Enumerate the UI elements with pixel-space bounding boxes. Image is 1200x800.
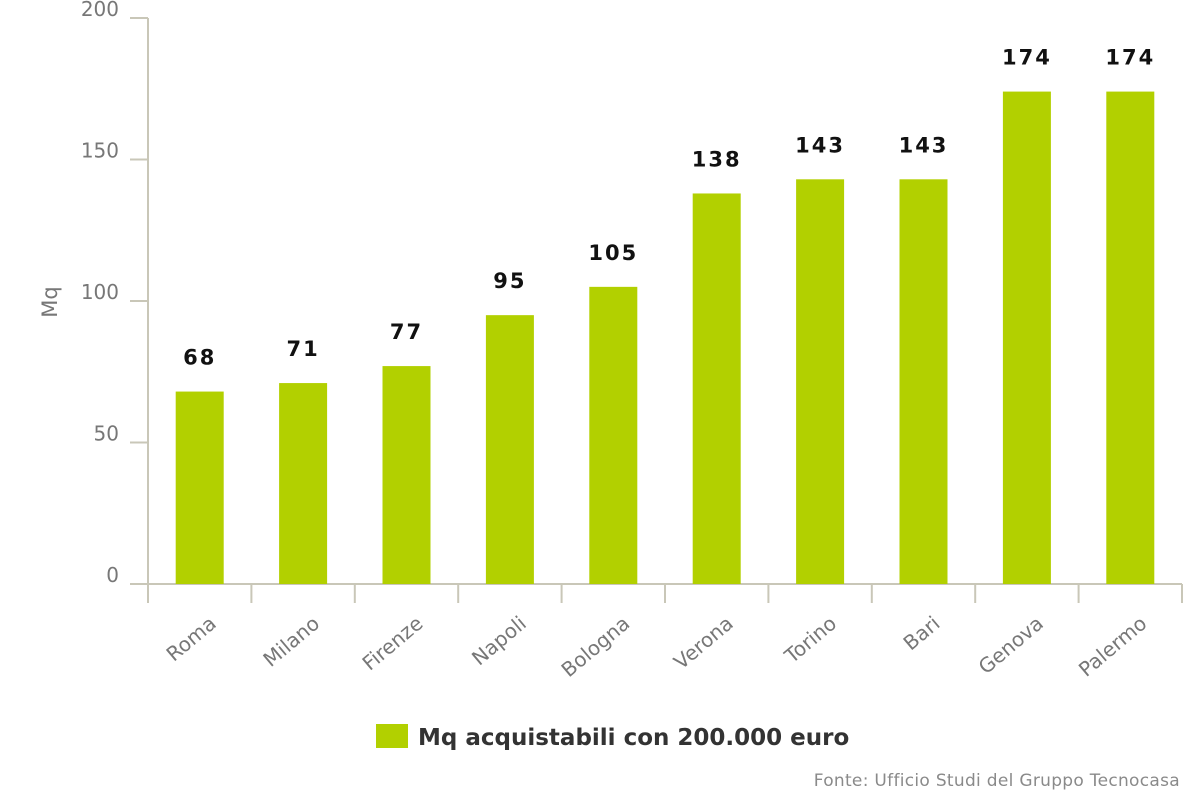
source-note: Fonte: Ufficio Studi del Gruppo Tecnocas… [813, 771, 1180, 791]
data-label: 143 [795, 133, 845, 157]
x-tick-label: Verona [669, 611, 738, 674]
bar-series [175, 91, 1155, 584]
x-tick-label: Torino [779, 611, 841, 668]
bar [796, 179, 845, 584]
x-tick-label: Firenze [358, 611, 428, 675]
data-label: 105 [588, 241, 638, 265]
legend-swatch [376, 724, 408, 748]
y-axis-title: Mq [38, 286, 62, 317]
y-tick-label: 100 [81, 280, 119, 304]
data-label: 138 [692, 147, 742, 171]
bar [1002, 91, 1051, 584]
x-tick-label: Napoli [467, 611, 531, 670]
x-tick-label: Milano [258, 611, 324, 672]
bar [485, 315, 534, 584]
data-label: 68 [183, 346, 216, 370]
bar [175, 391, 224, 584]
data-label: 95 [493, 269, 526, 293]
bar [589, 286, 638, 584]
data-label: 71 [286, 337, 319, 361]
data-label: 174 [1105, 46, 1155, 70]
y-tick-label: 50 [94, 422, 119, 446]
y-tick-label: 200 [81, 0, 119, 21]
bar [382, 366, 431, 584]
legend-label: Mq acquistabili con 200.000 euro [418, 725, 849, 751]
bar [899, 179, 948, 584]
y-axis: 0 50 100 150 200 [81, 0, 149, 603]
x-tick-label: Palermo [1074, 611, 1151, 681]
x-tick-label: Bologna [557, 611, 635, 682]
data-label: 77 [390, 320, 423, 344]
data-label: 174 [1002, 46, 1052, 70]
data-labels: 68 71 77 95 105 138 143 143 174 174 [183, 46, 1155, 370]
y-tick-label: 150 [81, 139, 119, 163]
bar [1106, 91, 1155, 584]
bar [692, 193, 741, 584]
x-axis: Roma Milano Firenze Napoli Bologna Verona Tori… [147, 583, 1183, 682]
x-tick-label: Bari [899, 611, 945, 655]
x-tick-label: Roma [162, 611, 221, 666]
bar [279, 383, 328, 584]
data-label: 143 [899, 133, 949, 157]
legend: Mq acquistabili con 200.000 euro [376, 724, 849, 751]
y-tick-label: 0 [106, 563, 119, 587]
x-tick-label: Genova [974, 611, 1048, 679]
